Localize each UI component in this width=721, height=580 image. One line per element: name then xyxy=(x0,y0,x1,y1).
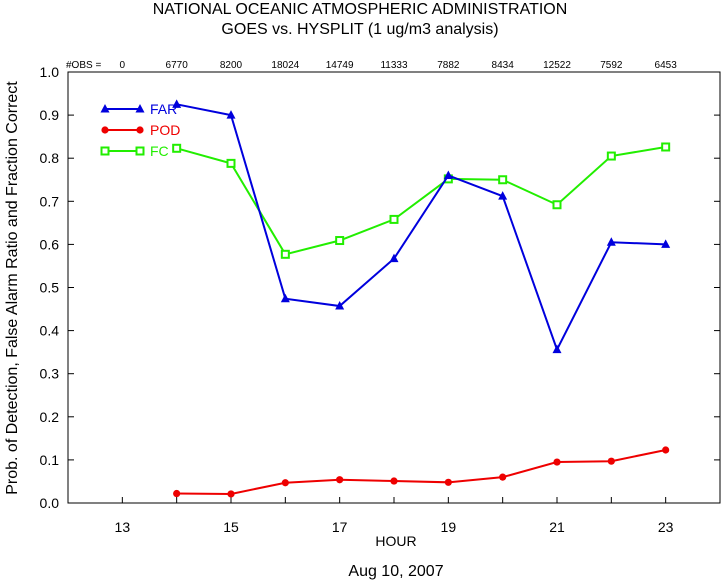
data-point xyxy=(389,214,399,224)
legend-label: FC xyxy=(150,143,169,159)
y-tick-label: 0.6 xyxy=(40,236,60,252)
data-point xyxy=(389,253,399,263)
data-point xyxy=(135,104,145,113)
data-point xyxy=(335,301,345,310)
data-point xyxy=(390,477,398,485)
data-point xyxy=(172,99,182,108)
data-point xyxy=(136,126,144,134)
data-point xyxy=(280,293,290,303)
y-tick-label: 0.0 xyxy=(40,495,60,511)
data-point xyxy=(552,200,562,210)
obs-count: 7882 xyxy=(437,60,460,71)
obs-count: 8434 xyxy=(492,60,515,71)
obs-count: 12522 xyxy=(543,60,571,71)
x-tick-label: 19 xyxy=(441,519,457,535)
y-tick-label: 0.7 xyxy=(40,193,60,209)
chart-footer: Aug 10, 2007 xyxy=(348,563,443,580)
data-point xyxy=(499,473,507,481)
obs-label: #OBS = xyxy=(66,60,101,71)
obs-count: 14749 xyxy=(326,60,354,71)
legend-item-far: FAR xyxy=(100,101,177,117)
data-point xyxy=(335,236,345,246)
data-point xyxy=(498,175,508,185)
data-point xyxy=(498,191,508,200)
data-point xyxy=(606,237,616,246)
legend-item-pod: POD xyxy=(101,122,180,138)
data-point xyxy=(336,476,344,484)
data-point xyxy=(552,344,562,354)
data-point xyxy=(444,478,452,486)
legend: FAR POD FC xyxy=(100,101,180,159)
x-tick-label: 13 xyxy=(115,519,131,535)
x-tick-label: 23 xyxy=(658,519,674,535)
data-point xyxy=(281,479,289,487)
obs-count: 0 xyxy=(120,60,126,71)
obs-counts: 0 6770 8200 18024 14749 11333 7882 8434 12522 759… xyxy=(120,60,678,71)
data-point xyxy=(607,457,615,465)
obs-count: 18024 xyxy=(271,60,299,71)
data-point xyxy=(173,489,181,498)
y-tick-label: 0.4 xyxy=(40,323,60,339)
legend-item-fc: FC xyxy=(100,143,169,159)
series-line xyxy=(176,103,666,353)
obs-count: 7592 xyxy=(600,60,623,71)
y-axis: 0.0 0.1 0.2 0.3 0.4 0.5 0.6 0.7 0.8 0.9 1.0 xyxy=(40,64,720,511)
obs-count: 11333 xyxy=(380,60,408,71)
data-point xyxy=(100,104,110,113)
data-point xyxy=(280,249,290,259)
obs-count: 6453 xyxy=(655,60,678,71)
series-far xyxy=(172,99,671,354)
data-point xyxy=(101,126,109,134)
data-point xyxy=(227,490,235,498)
legend-label: POD xyxy=(150,122,180,138)
data-point xyxy=(606,151,616,161)
legend-label: FAR xyxy=(150,101,177,117)
x-axis-label: HOUR xyxy=(375,533,416,549)
y-tick-label: 0.3 xyxy=(40,366,60,382)
data-point xyxy=(226,110,236,119)
data-point xyxy=(135,146,145,156)
x-axis: 13 15 17 19 21 23 xyxy=(115,497,674,535)
series-pod xyxy=(173,446,670,498)
x-tick-label: 15 xyxy=(223,519,239,535)
data-point xyxy=(553,458,561,466)
obs-count: 8200 xyxy=(220,60,243,71)
data-point xyxy=(100,146,110,156)
y-tick-label: 0.5 xyxy=(40,280,60,296)
y-tick-label: 0.8 xyxy=(40,150,60,166)
y-tick-label: 0.2 xyxy=(40,409,60,425)
data-point xyxy=(226,158,236,168)
data-point xyxy=(172,143,182,153)
series-line xyxy=(176,146,666,256)
series-group xyxy=(172,99,671,498)
y-axis-label: Prob. of Detection, False Alarm Ratio an… xyxy=(4,81,21,495)
y-tick-label: 1.0 xyxy=(40,64,60,80)
data-point xyxy=(662,446,670,454)
x-tick-label: 21 xyxy=(549,519,565,535)
chart-title: NATIONAL OCEANIC ATMOSPHERIC ADMINISTRAT… xyxy=(153,1,568,18)
x-tick-label: 17 xyxy=(332,519,348,535)
chart-subtitle: GOES vs. HYSPLIT (1 ug/m3 analysis) xyxy=(221,21,498,38)
data-point xyxy=(443,170,453,179)
data-point xyxy=(661,142,671,152)
y-tick-label: 0.9 xyxy=(40,107,60,123)
obs-count: 6770 xyxy=(166,60,189,71)
series-fc xyxy=(172,142,671,259)
series-line xyxy=(176,449,666,495)
y-tick-label: 0.1 xyxy=(40,452,60,468)
data-point xyxy=(661,239,671,248)
